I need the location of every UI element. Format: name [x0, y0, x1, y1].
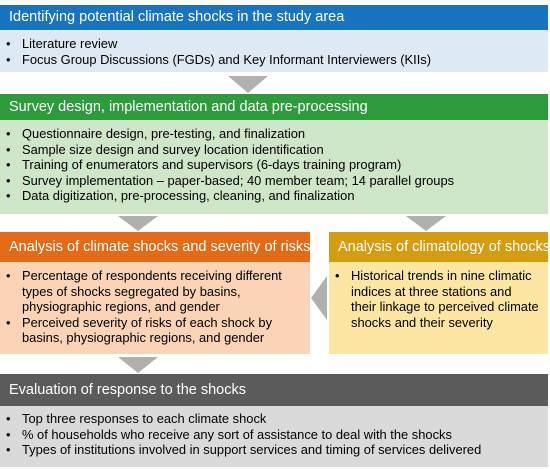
- stage-response-evaluation-body: Top three responses to each climate shoc…: [0, 406, 548, 467]
- stage-shock-severity-title: Analysis of climate shocks and severity …: [0, 232, 310, 262]
- list-item: Top three responses to each climate shoc…: [0, 411, 548, 427]
- list-item: Perceived severity of risks of each shoc…: [0, 315, 302, 346]
- arrow-down-icon: [406, 216, 446, 231]
- stage-identify-shocks-body: Literature review Focus Group Discussion…: [0, 30, 548, 72]
- stage-shock-severity: Analysis of climate shocks and severity …: [0, 232, 310, 354]
- stage-climatology: Analysis of climatology of shocks Histor…: [329, 232, 550, 354]
- stage-climatology-title: Analysis of climatology of shocks: [329, 232, 550, 262]
- stage-response-evaluation: Evaluation of response to the shocks Top…: [0, 374, 548, 467]
- stage-identify-shocks-title: Identifying potential climate shocks in …: [0, 5, 548, 30]
- arrow-down-icon: [118, 216, 158, 231]
- list-item: Data digitization, pre-processing, clean…: [0, 188, 548, 204]
- stage-climatology-body: Historical trends in nine climatic indic…: [329, 262, 548, 354]
- list-item: Percentage of respondents receiving diff…: [0, 268, 302, 315]
- stage-survey-design: Survey design, implementation and data p…: [0, 94, 548, 214]
- arrow-down-icon: [118, 357, 158, 373]
- stage-response-evaluation-title: Evaluation of response to the shocks: [0, 374, 548, 406]
- list-item: Survey implementation – paper-based; 40 …: [0, 173, 548, 189]
- stage-identify-shocks: Identifying potential climate shocks in …: [0, 5, 548, 72]
- list-item: Literature review: [0, 36, 548, 52]
- list-item: Focus Group Discussions (FGDs) and Key I…: [0, 52, 548, 68]
- list-item: Historical trends in nine climatic indic…: [329, 268, 540, 330]
- list-item: Sample size design and survey location i…: [0, 142, 548, 158]
- arrow-left-icon: [311, 276, 327, 320]
- stage-survey-design-title: Survey design, implementation and data p…: [0, 94, 548, 120]
- list-item: % of households who receive any sort of …: [0, 427, 548, 443]
- list-item: Questionnaire design, pre-testing, and f…: [0, 126, 548, 142]
- arrow-down-icon: [228, 76, 268, 93]
- list-item: Training of enumerators and supervisors …: [0, 157, 548, 173]
- list-item: Types of institutions involved in suppor…: [0, 442, 548, 458]
- stage-shock-severity-body: Percentage of respondents receiving diff…: [0, 262, 310, 354]
- stage-survey-design-body: Questionnaire design, pre-testing, and f…: [0, 120, 548, 214]
